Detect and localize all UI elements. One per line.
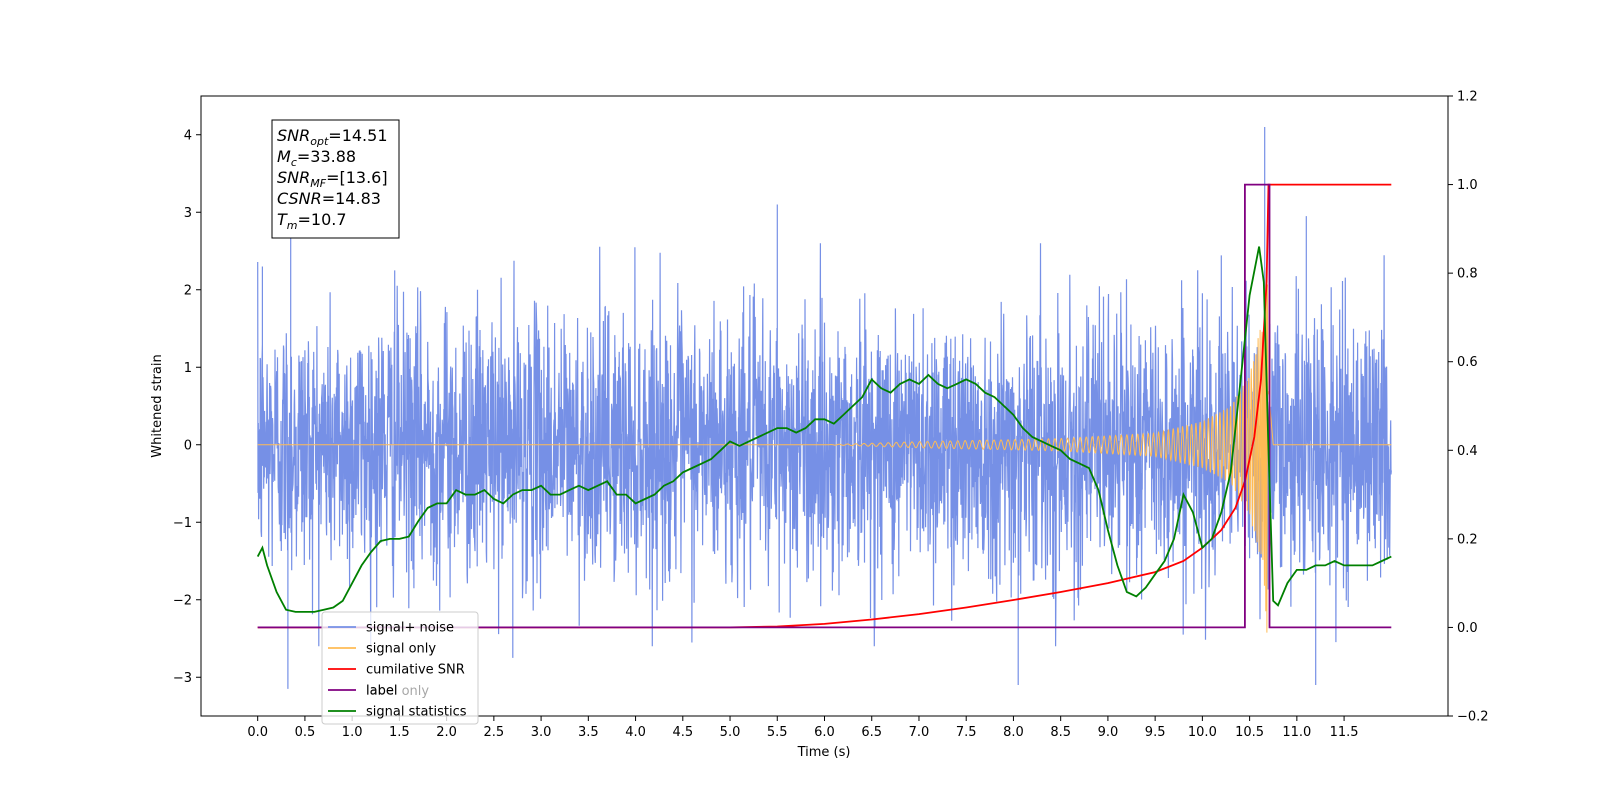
x-tick-label: 11.5 [1330, 725, 1359, 740]
series-layer [256, 127, 1392, 689]
series-cumilative-snr [257, 183, 1392, 629]
series-signal-only [257, 267, 1392, 633]
info-box-frame [271, 119, 400, 239]
legend-ghost-text: label only [366, 684, 429, 699]
x-tick-label: 6.5 [861, 725, 882, 740]
x-tick-label: 11.0 [1282, 725, 1311, 740]
legend-frame [321, 611, 479, 725]
y-tick-label: −2 [173, 593, 192, 608]
x-tick-label: 4.5 [672, 725, 693, 740]
x-tick-label: 0.0 [247, 725, 268, 740]
series-signal-statistics [256, 246, 1392, 613]
y-tick-label: 0 [184, 438, 192, 453]
info-line: Tm=10.7 [277, 210, 347, 232]
info-line: Mc=33.88 [277, 147, 356, 169]
y-right-tick-label: 0.2 [1457, 532, 1478, 547]
x-tick-label: 2.0 [436, 725, 457, 740]
y-axis-right: −0.2 0.0 0.2 0.4 0.6 0.8 1.0 1.2 [1448, 90, 1489, 725]
y-tick-label: 3 [184, 206, 192, 221]
x-tick-label: 1.0 [342, 725, 363, 740]
legend: label only signal+ noise signal only cumila… [321, 611, 479, 725]
x-tick-label: 3.0 [531, 725, 552, 740]
x-tick-label: 2.5 [484, 725, 505, 740]
x-tick-label: 0.5 [295, 725, 316, 740]
x-tick-label: 3.5 [578, 725, 599, 740]
legend-label: signal statistics [366, 705, 467, 720]
y-right-tick-label: 1.0 [1457, 178, 1478, 193]
x-axis-label: Time (s) [797, 745, 851, 760]
x-tick-label: 7.0 [909, 725, 930, 740]
x-tick-label: 1.5 [389, 725, 410, 740]
series-label [257, 183, 1392, 629]
info-line: SNRMF=[13.6] [277, 168, 388, 190]
legend-label: signal only [366, 642, 436, 657]
legend-label: label [366, 684, 397, 699]
info-line: SNRopt=14.51 [277, 126, 388, 148]
y-axis-label: Whitened strain [150, 354, 165, 457]
y-right-tick-label: 0.8 [1457, 267, 1478, 282]
info-line: CSNR=14.83 [277, 189, 381, 208]
x-tick-label: 10.5 [1235, 725, 1264, 740]
y-tick-label: 4 [184, 128, 192, 143]
y-tick-label: 1 [184, 361, 192, 376]
y-right-tick-label: 0.6 [1457, 355, 1478, 370]
y-tick-label: −3 [173, 671, 192, 686]
y-right-tick-label: 1.2 [1457, 90, 1478, 105]
x-tick-label: 8.5 [1050, 725, 1071, 740]
legend-label: cumilative SNR [366, 663, 465, 678]
x-tick-label: 7.5 [956, 725, 977, 740]
y-tick-label: −1 [173, 516, 192, 531]
x-tick-label: 5.5 [767, 725, 788, 740]
y-tick-label: 2 [184, 283, 192, 298]
x-tick-label: 10.0 [1188, 725, 1217, 740]
legend-label: signal+ noise [366, 621, 454, 636]
x-tick-label: 6.0 [814, 725, 835, 740]
x-tick-label: 9.5 [1145, 725, 1166, 740]
x-tick-label: 9.0 [1098, 725, 1119, 740]
x-tick-label: 8.0 [1003, 725, 1024, 740]
y-axis-left: −3 −2 −1 0 1 2 3 4 [173, 128, 201, 686]
y-right-tick-label: 0.4 [1457, 444, 1478, 459]
y-right-tick-label: −0.2 [1457, 710, 1489, 725]
info-box: SNRopt=14.51Mc=33.88SNRMF=[13.6]CSNR=14.… [271, 119, 400, 239]
x-tick-label: 4.0 [625, 725, 646, 740]
y-right-tick-label: 0.0 [1457, 621, 1478, 636]
x-tick-label: 5.0 [720, 725, 741, 740]
x-axis: 0.0 0.5 1.0 1.5 2.0 2.5 3.0 3.5 4.0 4.5 5.0 5.5 6.0 6… [247, 716, 1359, 740]
